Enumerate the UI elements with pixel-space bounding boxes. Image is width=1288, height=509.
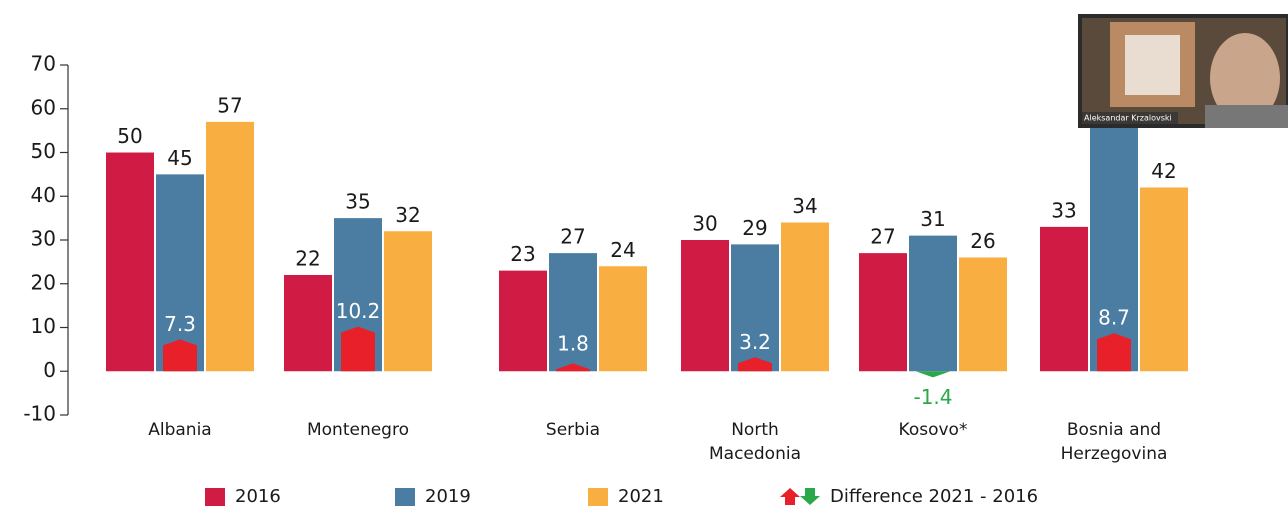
bar <box>1040 227 1088 371</box>
difference-label: 7.3 <box>164 312 196 336</box>
value-label: 57 <box>217 93 242 117</box>
x-tick-label: North Macedonia <box>695 418 815 466</box>
y-tick-label: 60 <box>31 95 56 119</box>
webcam-person-body <box>1205 105 1288 128</box>
value-label: 26 <box>970 229 995 253</box>
value-label: 32 <box>395 203 420 227</box>
x-tick-label: Montenegro <box>298 418 418 442</box>
difference-arrow <box>916 371 950 377</box>
bar <box>909 236 957 372</box>
y-tick-label: 70 <box>31 52 56 76</box>
difference-label: -1.4 <box>913 385 952 409</box>
bar <box>1090 109 1138 372</box>
difference-arrow <box>163 339 197 371</box>
legend-swatch <box>588 488 608 506</box>
value-label: 23 <box>510 242 535 266</box>
legend-label: 2019 <box>425 486 471 507</box>
x-tick-label: Kosovo* <box>873 418 993 442</box>
y-tick-label: 50 <box>31 139 56 163</box>
difference-label: 3.2 <box>739 330 771 354</box>
y-tick-label: 0 <box>43 358 56 382</box>
bar <box>859 253 907 371</box>
y-tick-label: 10 <box>31 314 56 338</box>
legend-label: 2021 <box>618 486 664 507</box>
page: {"chart_data": { "type": "bar", "categor… <box>0 0 1288 509</box>
value-label: 29 <box>742 216 767 240</box>
x-tick-label: Bosnia and Herzegovina <box>1054 418 1174 466</box>
value-label: 45 <box>167 146 192 170</box>
bar <box>206 122 254 371</box>
legend-swatch <box>395 488 415 506</box>
legend-label: 2016 <box>235 486 281 507</box>
value-label: 31 <box>920 207 945 231</box>
bar <box>499 271 547 372</box>
value-label: 24 <box>610 238 635 262</box>
legend-down-arrow <box>800 488 820 505</box>
bar <box>599 266 647 371</box>
y-tick-label: 40 <box>31 183 56 207</box>
x-tick-label: Albania <box>120 418 240 442</box>
legend-up-arrow <box>780 488 800 505</box>
difference-label: 1.8 <box>557 332 589 356</box>
difference-arrow <box>341 327 375 372</box>
value-label: 42 <box>1151 159 1176 183</box>
bar <box>284 275 332 371</box>
y-tick-label: -10 <box>23 402 56 426</box>
difference-arrow <box>1097 333 1131 371</box>
y-tick-label: 20 <box>31 270 56 294</box>
value-label: 50 <box>117 124 142 148</box>
legend-swatch <box>205 488 225 506</box>
webcam-caption: Aleksandar Krzalovski <box>1084 114 1172 123</box>
legend-label: Difference 2021 - 2016 <box>830 486 1038 507</box>
value-label: 27 <box>870 225 895 249</box>
value-label: 34 <box>792 194 817 218</box>
bar <box>681 240 729 371</box>
difference-label: 8.7 <box>1098 306 1130 330</box>
bar <box>106 153 154 372</box>
value-label: 22 <box>295 247 320 271</box>
bar <box>959 258 1007 372</box>
value-label: 33 <box>1051 198 1076 222</box>
bar <box>1140 188 1188 372</box>
value-label: 35 <box>345 190 370 214</box>
bar <box>781 223 829 372</box>
difference-label: 10.2 <box>336 299 381 323</box>
bar <box>384 231 432 371</box>
value-label: 30 <box>692 212 717 236</box>
y-tick-label: 30 <box>31 227 56 251</box>
webcam-poster-inner <box>1125 35 1180 95</box>
value-label: 27 <box>560 225 585 249</box>
webcam-overlay: Aleksandar Krzalovski <box>1078 14 1288 128</box>
x-tick-label: Serbia <box>513 418 633 442</box>
